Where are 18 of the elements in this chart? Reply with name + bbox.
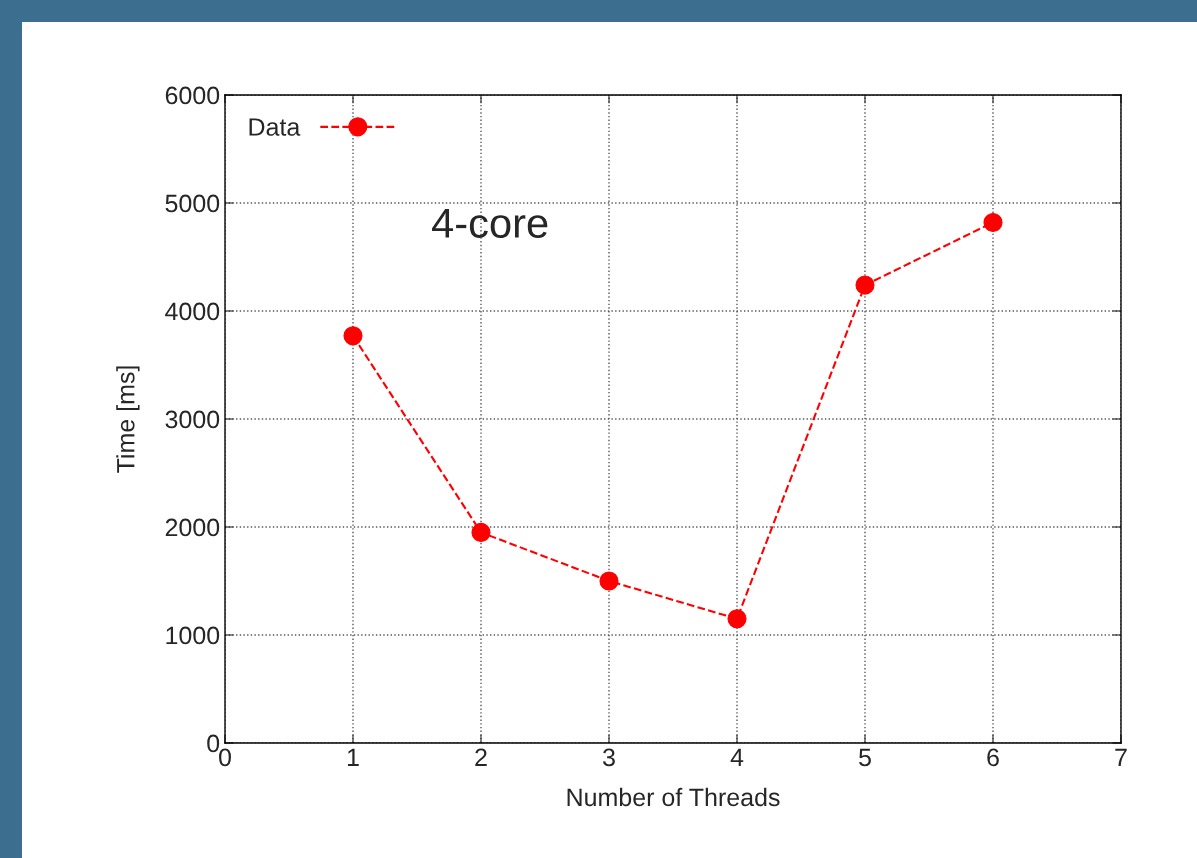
y-tick-label: 1000 [166, 626, 220, 645]
x-tick-label: 5 [859, 748, 871, 767]
x-tick-label: 3 [603, 748, 615, 767]
x-tick-label: 4 [730, 748, 744, 766]
x-tick-label: 7 [1115, 748, 1127, 766]
y-tick-label: 6000 [165, 86, 220, 105]
y-tick-label: 5000 [165, 194, 220, 213]
y-tick-label: 2000 [165, 518, 220, 537]
x-axis-title: Number of Threads [567, 787, 780, 807]
x-tick-label: 1 [347, 748, 359, 766]
y-tick-label: 0 [207, 734, 220, 753]
y-tick-label: 4000 [165, 302, 220, 321]
annotation: 4-core [432, 208, 548, 238]
y-axis-title: Time [ms] [116, 366, 140, 473]
x-tick-label: 2 [475, 748, 487, 766]
legend-label: Data [249, 118, 301, 136]
y-tick-label: 3000 [165, 410, 220, 429]
x-tick-label: 6 [987, 748, 999, 767]
